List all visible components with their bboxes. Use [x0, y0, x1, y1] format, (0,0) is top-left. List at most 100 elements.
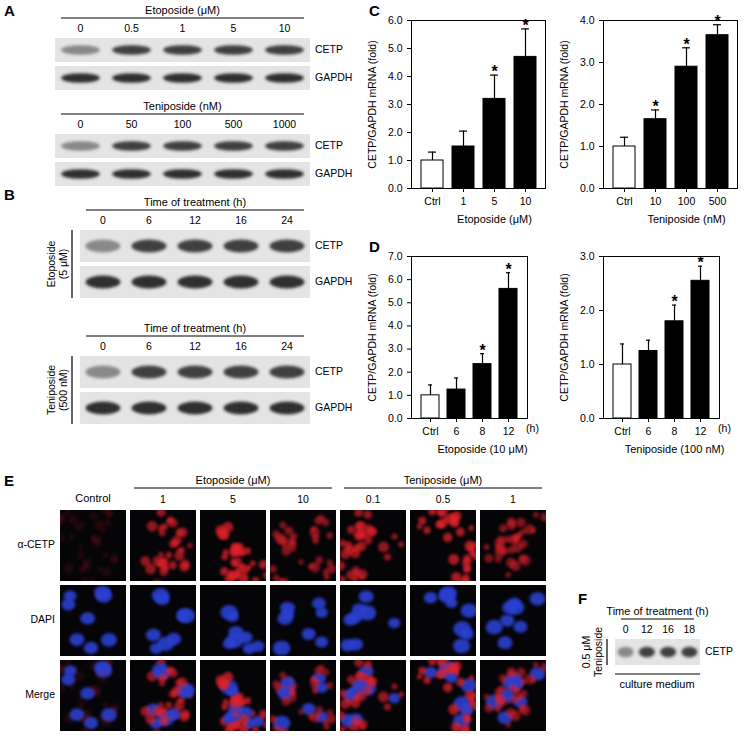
- svg-text:0: 0: [100, 214, 106, 226]
- svg-text:4.0: 4.0: [580, 14, 595, 26]
- svg-text:3.0: 3.0: [580, 56, 595, 68]
- svg-text:1.0: 1.0: [580, 358, 595, 370]
- svg-text:C: C: [369, 2, 380, 19]
- svg-text:0.1: 0.1: [366, 493, 381, 505]
- svg-text:GAPDH: GAPDH: [315, 275, 352, 287]
- svg-text:1.0: 1.0: [388, 389, 403, 401]
- svg-text:3.0: 3.0: [388, 98, 403, 110]
- svg-text:1: 1: [461, 195, 467, 207]
- svg-text:18: 18: [684, 623, 696, 635]
- svg-text:*: *: [683, 36, 690, 53]
- svg-text:6: 6: [146, 340, 152, 352]
- svg-text:Etoposide (10 μM): Etoposide (10 μM): [437, 443, 527, 455]
- svg-text:CETP: CETP: [315, 43, 343, 55]
- svg-text:1.0: 1.0: [388, 154, 403, 166]
- svg-text:0: 0: [78, 22, 84, 34]
- svg-text:*: *: [491, 63, 498, 80]
- svg-text:Teniposide: Teniposide: [592, 627, 604, 677]
- svg-text:100: 100: [174, 118, 192, 130]
- svg-text:16: 16: [235, 214, 247, 226]
- svg-text:12: 12: [189, 214, 201, 226]
- svg-text:A: A: [4, 2, 15, 19]
- svg-text:Teniposide: Teniposide: [45, 365, 57, 415]
- svg-text:50: 50: [126, 118, 138, 130]
- svg-text:CETP/GAPDH mRNA (fold): CETP/GAPDH mRNA (fold): [558, 273, 570, 401]
- svg-text:E: E: [4, 472, 14, 489]
- svg-text:DAPI: DAPI: [30, 613, 55, 625]
- svg-text:8: 8: [480, 425, 486, 437]
- svg-text:Time of treatment (h): Time of treatment (h): [606, 605, 708, 617]
- svg-text:GAPDH: GAPDH: [315, 71, 352, 83]
- svg-text:(500 nM): (500 nM): [57, 369, 69, 411]
- svg-text:*: *: [505, 261, 512, 278]
- svg-text:6: 6: [646, 425, 652, 437]
- svg-text:0: 0: [78, 118, 84, 130]
- svg-text:1: 1: [160, 493, 166, 505]
- svg-text:Teniposide (nM): Teniposide (nM): [647, 213, 725, 225]
- svg-text:culture medium: culture medium: [619, 678, 694, 690]
- svg-text:1.0: 1.0: [580, 140, 595, 152]
- svg-text:0.5: 0.5: [124, 22, 139, 34]
- svg-text:CETP: CETP: [315, 365, 343, 377]
- svg-text:0: 0: [623, 623, 629, 635]
- svg-text:6.0: 6.0: [388, 273, 403, 285]
- svg-text:12: 12: [503, 425, 515, 437]
- svg-text:0.5 μM: 0.5 μM: [580, 636, 592, 668]
- svg-text:24: 24: [281, 340, 293, 352]
- svg-text:4.0: 4.0: [388, 70, 403, 82]
- svg-text:5: 5: [492, 195, 498, 207]
- svg-text:Teniposide (μM): Teniposide (μM): [404, 474, 482, 486]
- svg-text:D: D: [369, 238, 380, 255]
- svg-text:(h): (h): [718, 422, 731, 434]
- svg-text:Ctrl: Ctrl: [614, 425, 630, 437]
- svg-text:3.0: 3.0: [388, 342, 403, 354]
- svg-text:7.0: 7.0: [388, 250, 403, 262]
- svg-text:0.0: 0.0: [388, 412, 403, 424]
- svg-text:Teniposide (100 nM): Teniposide (100 nM): [625, 443, 725, 455]
- svg-text:*: *: [652, 98, 659, 115]
- svg-text:12: 12: [189, 340, 201, 352]
- svg-text:CETP/GAPDH mRNA (fold): CETP/GAPDH mRNA (fold): [366, 40, 378, 168]
- svg-text:12: 12: [641, 623, 653, 635]
- svg-text:(h): (h): [526, 422, 539, 434]
- svg-text:5: 5: [231, 22, 237, 34]
- svg-text:0.0: 0.0: [580, 182, 595, 194]
- svg-text:CETP: CETP: [315, 139, 343, 151]
- svg-text:16: 16: [662, 623, 674, 635]
- svg-text:0.5: 0.5: [436, 493, 451, 505]
- svg-text:2.0: 2.0: [580, 98, 595, 110]
- svg-text:Etoposide: Etoposide: [45, 240, 57, 287]
- svg-text:Teniposide (nM): Teniposide (nM): [143, 100, 221, 112]
- svg-text:4.0: 4.0: [388, 319, 403, 331]
- svg-text:0.0: 0.0: [388, 182, 403, 194]
- svg-text:8: 8: [672, 425, 678, 437]
- svg-text:6: 6: [146, 214, 152, 226]
- svg-text:F: F: [578, 590, 587, 607]
- svg-text:*: *: [522, 17, 529, 34]
- svg-text:500: 500: [225, 118, 243, 130]
- svg-text:10: 10: [297, 493, 309, 505]
- svg-text:2.0: 2.0: [580, 304, 595, 316]
- svg-text:10: 10: [279, 22, 291, 34]
- svg-text:2.0: 2.0: [388, 366, 403, 378]
- svg-text:Merge: Merge: [25, 688, 55, 700]
- svg-text:Time of treatment (h): Time of treatment (h): [144, 196, 246, 208]
- svg-text:0: 0: [100, 340, 106, 352]
- svg-text:(5 μM): (5 μM): [57, 249, 69, 280]
- svg-text:3.0: 3.0: [580, 250, 595, 262]
- svg-text:Etoposide (μM): Etoposide (μM): [145, 4, 220, 16]
- svg-text:0.0: 0.0: [580, 412, 595, 424]
- svg-text:α-CETP: α-CETP: [17, 538, 55, 550]
- svg-text:*: *: [671, 293, 678, 310]
- svg-text:Ctrl: Ctrl: [616, 195, 632, 207]
- svg-text:6: 6: [454, 425, 460, 437]
- svg-text:Control: Control: [75, 492, 110, 504]
- svg-text:2.0: 2.0: [388, 126, 403, 138]
- svg-text:12: 12: [695, 425, 707, 437]
- svg-text:6.0: 6.0: [388, 14, 403, 26]
- svg-text:*: *: [714, 13, 721, 30]
- svg-text:10: 10: [520, 195, 532, 207]
- svg-text:Etoposide (μM): Etoposide (μM): [457, 213, 532, 225]
- svg-text:Time of treatment (h): Time of treatment (h): [144, 322, 246, 334]
- svg-text:1000: 1000: [273, 118, 297, 130]
